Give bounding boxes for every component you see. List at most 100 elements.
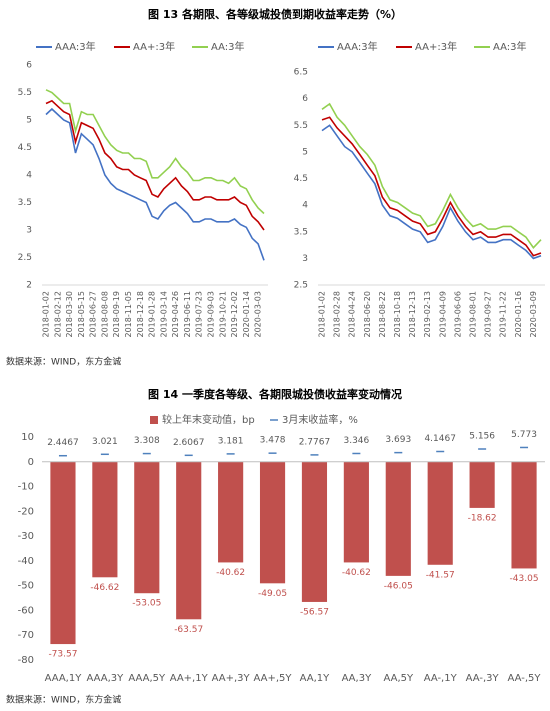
x-tick-label: 2018-08-08: [100, 291, 109, 338]
legend-label: 3月末收益率，%: [282, 413, 358, 426]
value-label: 2.6067: [173, 438, 205, 448]
line-series: [321, 102, 542, 249]
x-tick-label: 2019-11-22: [499, 291, 508, 338]
legend-label: 较上年末变动值，bp: [162, 413, 255, 426]
value-label: 3.346: [343, 436, 369, 446]
x-tick-label: 2018-08-22: [378, 291, 387, 338]
y-tick-label: -80: [18, 655, 34, 666]
legend-label: AAA:3年: [337, 40, 378, 53]
source-note: 数据来源：WIND，东方金诚: [6, 356, 121, 368]
y-tick-label: 2: [26, 281, 32, 291]
bar: [469, 461, 495, 508]
x-tick-label: 2019-09-03: [206, 291, 215, 338]
line-series: [45, 107, 265, 261]
value-label: -73.57: [48, 650, 77, 660]
bar: [427, 461, 453, 565]
y-tick-label: 4: [302, 201, 308, 211]
x-tick-label: 2019-08-01: [469, 291, 478, 338]
y-tick-label: -50: [18, 581, 34, 592]
x-tick-label: AA+,3Y: [212, 673, 251, 684]
x-tick-label: 2018-01-02: [42, 291, 51, 338]
x-tick-label: 2019-01-28: [148, 291, 157, 338]
x-tick-label: 2019-03-14: [159, 291, 168, 338]
x-tick-label: 2020-01-14: [242, 291, 251, 338]
value-label: -41.57: [426, 570, 455, 580]
legend-label: AA:3年: [211, 40, 245, 53]
value-label: -56.57: [300, 607, 329, 617]
x-tick-label: 2018-01-02: [318, 291, 327, 338]
bar: [259, 461, 286, 584]
value-label: 3.021: [92, 437, 118, 447]
value-label: -63.57: [174, 625, 203, 635]
x-tick-label: 2020-01-16: [514, 291, 523, 338]
x-tick-label: 2020-03-09: [529, 291, 538, 338]
value-label: 5.773: [511, 430, 537, 440]
line-series: [321, 116, 542, 257]
bar: [134, 461, 160, 594]
y-tick-label: 3: [302, 254, 308, 264]
value-label: -40.62: [342, 568, 371, 578]
y-tick-label: 5.5: [18, 88, 32, 98]
x-tick-label: 2018-09-19: [112, 291, 121, 338]
y-tick-label: 0: [28, 457, 34, 468]
figure-title: 图 14 一季度各等级、各期限城投债收益率变动情况: [148, 387, 402, 401]
x-tick-label: AAA,1Y: [45, 673, 83, 684]
x-tick-label: AA-,5Y: [508, 673, 542, 684]
x-tick-label: 2019-06-11: [183, 291, 192, 338]
x-tick-label: 2018-10-18: [393, 291, 402, 338]
figure-title: 图 13 各期限、各等级城投债到期收益率走势（%）: [148, 7, 402, 21]
y-tick-label: -60: [18, 605, 34, 616]
value-label: -49.05: [258, 589, 287, 599]
bar: [50, 461, 76, 645]
bar: [511, 461, 537, 569]
y-tick-label: -40: [18, 556, 34, 567]
x-tick-label: 2019-10-21: [218, 291, 227, 338]
y-tick-label: 6: [302, 94, 308, 104]
x-tick-label: 2019-04-26: [171, 291, 180, 338]
y-tick-label: 4.5: [18, 143, 32, 153]
x-tick-label: 2020-03-03: [254, 291, 263, 338]
x-tick-label: AA+,5Y: [254, 673, 293, 684]
bar: [218, 461, 244, 563]
y-tick-label: 5: [302, 147, 308, 157]
value-label: 3.308: [134, 436, 160, 446]
bar: [301, 461, 328, 602]
x-tick-label: 2018-12-13: [408, 291, 417, 338]
bar: [92, 461, 118, 578]
value-label: 2.4467: [47, 438, 79, 448]
y-tick-label: 6.5: [294, 68, 308, 78]
bar: [176, 461, 202, 620]
x-tick-label: AA,5Y: [383, 673, 414, 684]
value-label: -46.62: [90, 583, 119, 593]
legend-label: AAA:3年: [55, 40, 96, 53]
x-tick-label: AA-,3Y: [466, 673, 500, 684]
y-tick-label: 4: [26, 171, 32, 181]
line-series: [321, 124, 542, 260]
legend-swatch: [150, 416, 158, 424]
x-tick-label: AA,1Y: [300, 673, 331, 684]
y-tick-label: -30: [18, 531, 34, 542]
value-label: -43.05: [510, 574, 539, 584]
value-label: 3.478: [260, 436, 286, 446]
y-tick-label: 3.5: [18, 198, 32, 208]
legend-label: AA+:3年: [415, 40, 457, 53]
x-tick-label: 2018-02-28: [333, 291, 342, 338]
y-tick-label: 3.5: [294, 227, 308, 237]
value-label: -53.05: [132, 599, 161, 609]
line-series: [45, 99, 265, 231]
x-tick-label: 2018-06-20: [363, 291, 372, 338]
y-tick-label: 4.5: [294, 174, 308, 184]
y-tick-label: 5.5: [294, 121, 308, 131]
value-label: 5.156: [469, 432, 495, 442]
x-tick-label: 2019-04-09: [438, 291, 447, 338]
x-tick-label: 2018-03-30: [65, 291, 74, 338]
y-tick-label: -70: [18, 630, 34, 641]
x-tick-label: AA,3Y: [342, 673, 373, 684]
legend-label: AA:3年: [493, 40, 527, 53]
value-label: -40.62: [216, 568, 245, 578]
y-tick-label: 3: [26, 226, 32, 236]
y-tick-label: 10: [21, 432, 34, 443]
x-tick-label: 2019-07-23: [195, 291, 204, 338]
value-label: 4.1467: [424, 434, 456, 444]
y-tick-label: 2.5: [294, 281, 308, 291]
